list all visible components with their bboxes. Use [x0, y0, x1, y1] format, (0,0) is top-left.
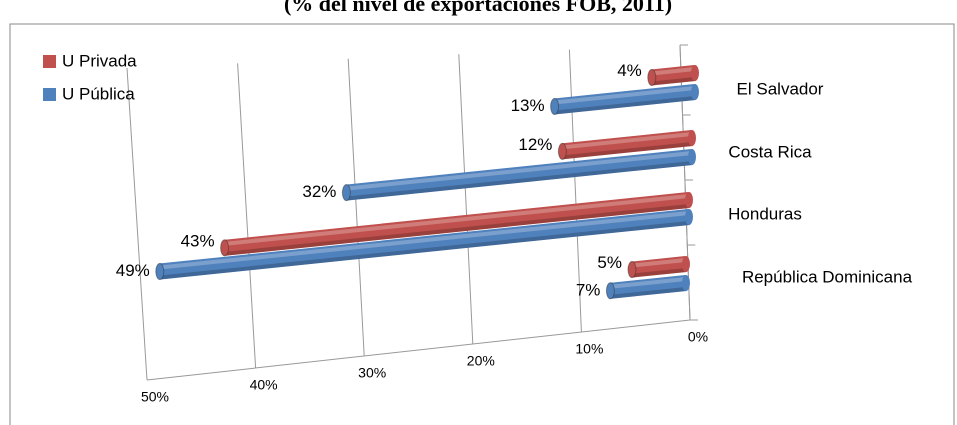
legend-label: U Privada	[62, 51, 137, 70]
x-tick-label: 0%	[688, 329, 708, 345]
chart-title: (% del nivel de exportaciones FOB, 2011)	[284, 0, 672, 16]
legend-swatch	[43, 55, 56, 68]
value-label: 49%	[116, 261, 150, 280]
value-label: 5%	[597, 253, 622, 272]
category-label: Honduras	[728, 204, 802, 223]
x-tick-label: 40%	[250, 377, 278, 393]
bar	[557, 130, 696, 160]
bar	[155, 209, 693, 281]
value-label: 43%	[181, 231, 215, 250]
bar	[605, 275, 690, 300]
category-label: Costa Rica	[728, 142, 812, 161]
legend-label: U Pública	[62, 84, 135, 103]
legend-swatch	[43, 88, 56, 101]
value-label: 12%	[518, 135, 552, 154]
value-label: 13%	[511, 96, 545, 115]
bar	[627, 256, 690, 279]
grid-line	[568, 49, 582, 333]
bar	[341, 149, 696, 202]
grid-line	[126, 67, 148, 381]
bar	[647, 65, 699, 86]
value-label: 32%	[302, 182, 336, 201]
value-label: 4%	[617, 61, 642, 80]
chart-border	[9, 23, 955, 425]
x-tick-label: 50%	[141, 389, 169, 405]
grid-line	[458, 54, 474, 345]
x-axis	[146, 319, 691, 381]
grid-line	[237, 63, 257, 369]
x-tick-label: 30%	[358, 365, 386, 381]
bar	[550, 84, 699, 115]
x-tick-label: 10%	[575, 341, 603, 357]
x-tick-label: 20%	[467, 353, 495, 369]
grid-line	[347, 58, 365, 357]
category-label: República Dominicana	[742, 267, 913, 286]
bar	[220, 192, 693, 257]
value-label: 7%	[576, 280, 601, 299]
category-label: El Salvador	[737, 79, 824, 98]
